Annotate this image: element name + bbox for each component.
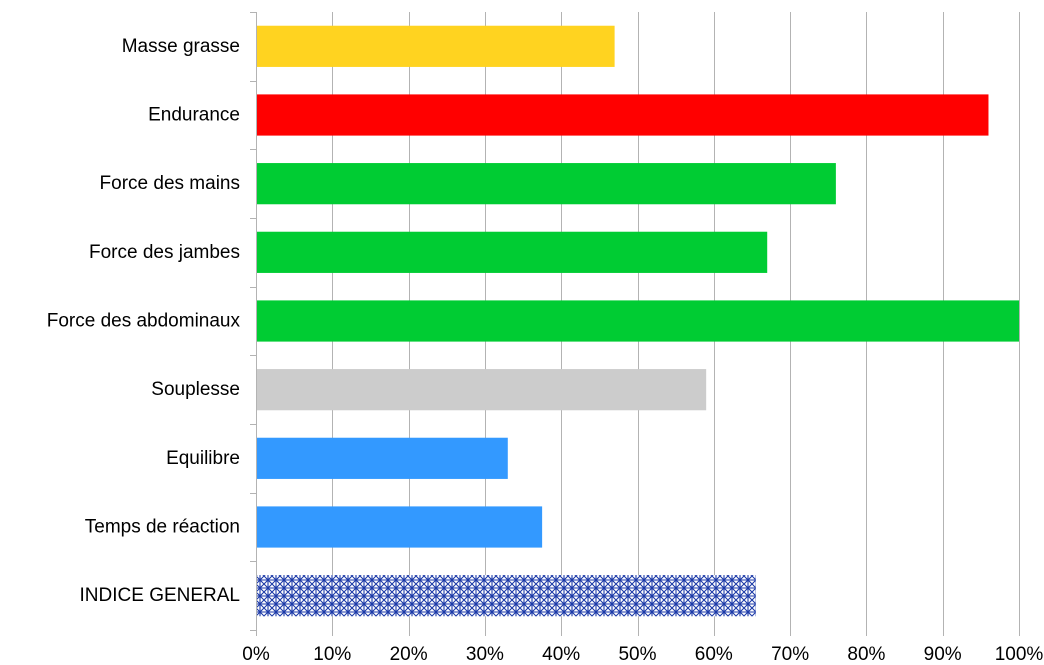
- x-tick-label-7: 70%: [771, 644, 809, 665]
- x-tick-label-0: 0%: [242, 644, 270, 665]
- x-tick-label-1: 10%: [313, 644, 351, 665]
- x-tick-label-4: 40%: [542, 644, 580, 665]
- category-labels: Masse grasse Endurance Force des mains Forc…: [47, 36, 241, 606]
- axes: [250, 12, 1020, 636]
- category-label-2: Force des mains: [100, 173, 240, 194]
- x-tick-label-9: 90%: [924, 644, 962, 665]
- bar-5: [256, 369, 707, 411]
- x-tick-labels: 0% 10% 20% 30% 40% 50% 60% 70% 80% 90% 100%: [242, 644, 1043, 665]
- x-tick-label-6: 60%: [695, 644, 733, 665]
- category-label-3: Force des jambes: [89, 242, 240, 263]
- category-label-0: Masse grasse: [122, 36, 240, 57]
- bars: [256, 25, 1019, 617]
- bar-6: [256, 437, 508, 479]
- bar-7: [256, 506, 543, 548]
- bar-1: [256, 94, 989, 136]
- x-tick-label-10: 100%: [995, 644, 1044, 665]
- bar-2: [256, 163, 836, 205]
- category-label-6: Equilibre: [166, 448, 240, 469]
- x-tick-label-2: 20%: [390, 644, 428, 665]
- x-tick-label-8: 80%: [847, 644, 885, 665]
- bar-3: [256, 231, 768, 273]
- category-label-8: INDICE GENERAL: [80, 585, 240, 606]
- bar-0: [256, 25, 615, 67]
- category-label-4: Force des abdominaux: [47, 311, 241, 332]
- x-tick-label-3: 30%: [466, 644, 504, 665]
- bar-8: [256, 575, 756, 617]
- category-label-1: Endurance: [148, 105, 240, 126]
- bar-4: [256, 300, 1019, 342]
- category-label-5: Souplesse: [151, 379, 240, 400]
- x-tick-label-5: 50%: [618, 644, 656, 665]
- category-label-7: Temps de réaction: [85, 517, 240, 538]
